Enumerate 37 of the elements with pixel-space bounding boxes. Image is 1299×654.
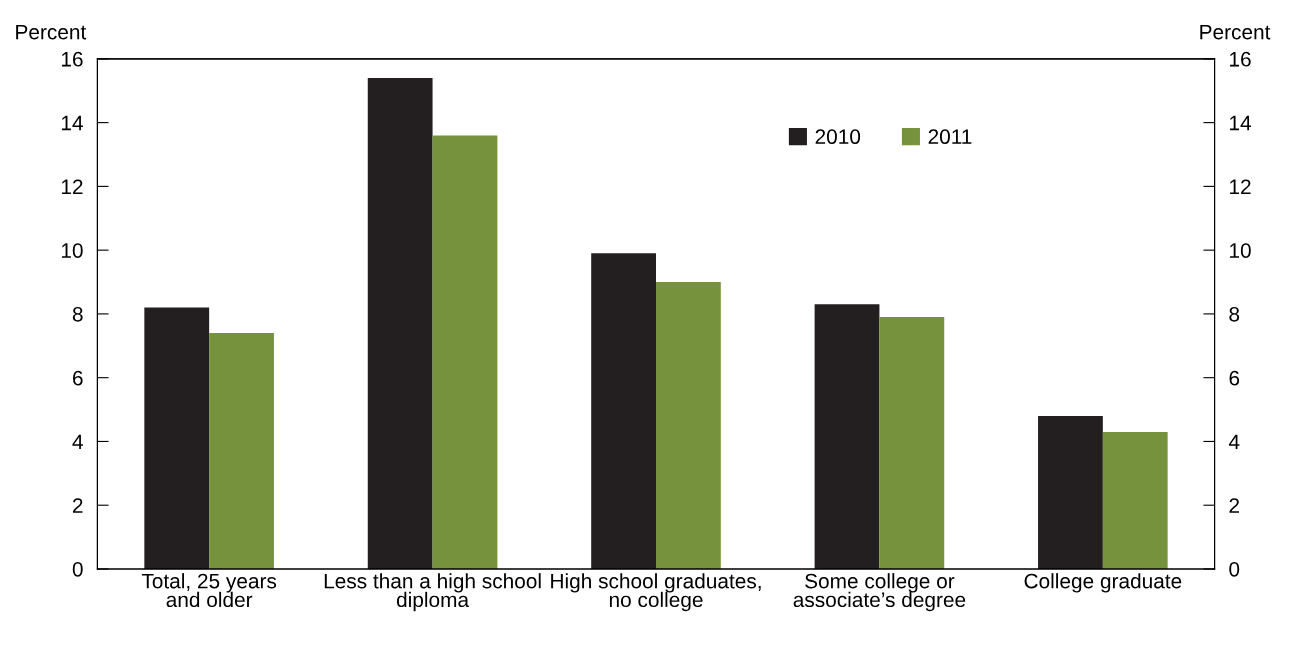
bar xyxy=(814,304,880,569)
y2-tick-label: 16 xyxy=(1230,51,1251,67)
legend-label: 2010 xyxy=(815,129,861,145)
y2-tick-label: 0 xyxy=(1229,561,1240,577)
bar xyxy=(879,317,945,569)
y-tick-label: 0 xyxy=(72,561,83,577)
y-tick-label: 14 xyxy=(61,115,83,131)
y-tick-label: 4 xyxy=(72,434,83,449)
x-tick-label: College graduate xyxy=(1024,573,1182,593)
y2-tick-label: 10 xyxy=(1230,243,1251,258)
y2-tick-label: 2 xyxy=(1229,498,1239,513)
bar xyxy=(144,307,210,569)
y-axis-title: Percent xyxy=(16,24,87,40)
y-tick-label: 16 xyxy=(61,51,83,67)
y2-tick-label: 6 xyxy=(1229,370,1240,386)
y2-tick-label: 12 xyxy=(1230,179,1251,194)
x-tick-label: Total, 25 years and older xyxy=(141,573,277,608)
bar xyxy=(367,77,433,569)
bar xyxy=(591,253,656,569)
bar xyxy=(209,333,274,569)
x-tick-label: Less than a high school diploma xyxy=(324,573,541,612)
y2-tick-label: 8 xyxy=(1229,306,1240,322)
bar xyxy=(655,282,721,569)
legend-label: 2011 xyxy=(928,129,972,145)
y-tick-label: 6 xyxy=(73,370,83,386)
x-tick-label: High school graduates, no college xyxy=(551,573,761,612)
bar xyxy=(1102,431,1168,569)
y-tick-label: 10 xyxy=(61,243,83,258)
y-tick-label: 8 xyxy=(72,306,83,322)
x-tick-label: Some college or associate’s degree xyxy=(793,573,966,612)
y2-axis-title: Percent xyxy=(1200,24,1271,40)
y2-tick-label: 4 xyxy=(1228,434,1240,449)
bar xyxy=(1038,415,1103,569)
y-tick-label: 2 xyxy=(73,498,83,513)
y2-tick-label: 14 xyxy=(1230,115,1252,131)
y-tick-label: 12 xyxy=(61,179,83,194)
bar xyxy=(432,135,498,569)
